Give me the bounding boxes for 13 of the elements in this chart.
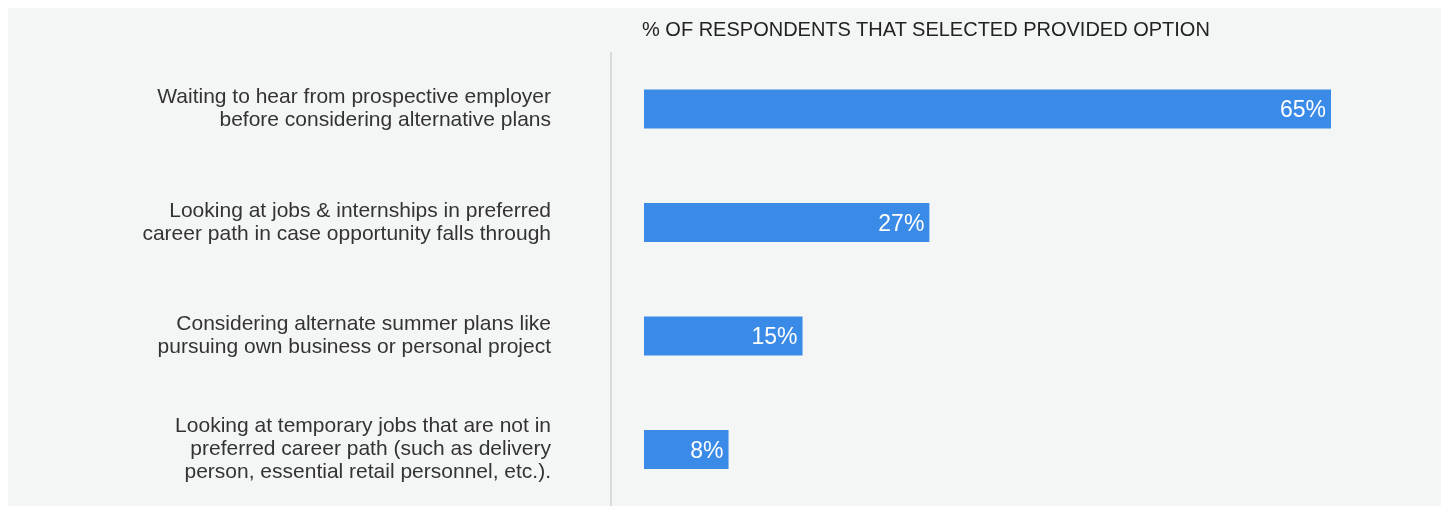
bar	[644, 429, 729, 469]
data-label: 65%	[1279, 96, 1326, 123]
chart-title: % OF RESPONDENTS THAT SELECTED PROVIDED OPTION	[642, 18, 1210, 41]
y-tick-label: Waiting to hear from prospective employer before considering alternative plans	[157, 83, 551, 130]
bar	[644, 316, 803, 356]
data-label: 15%	[751, 323, 798, 350]
bar	[644, 89, 1331, 129]
bar	[644, 202, 930, 242]
y-tick-label: Looking at temporary jobs that are not in preferred career path (such as delivery person, essential retail personnel, etc.).	[175, 412, 552, 482]
data-label: 8%	[690, 436, 724, 463]
data-label: 27%	[878, 209, 925, 236]
y-tick-label: Looking at jobs & internships in preferred career path in case opportunity falls through	[142, 197, 551, 244]
y-tick-label: Considering alternate summer plans like pursuing own business or personal project	[157, 310, 552, 357]
